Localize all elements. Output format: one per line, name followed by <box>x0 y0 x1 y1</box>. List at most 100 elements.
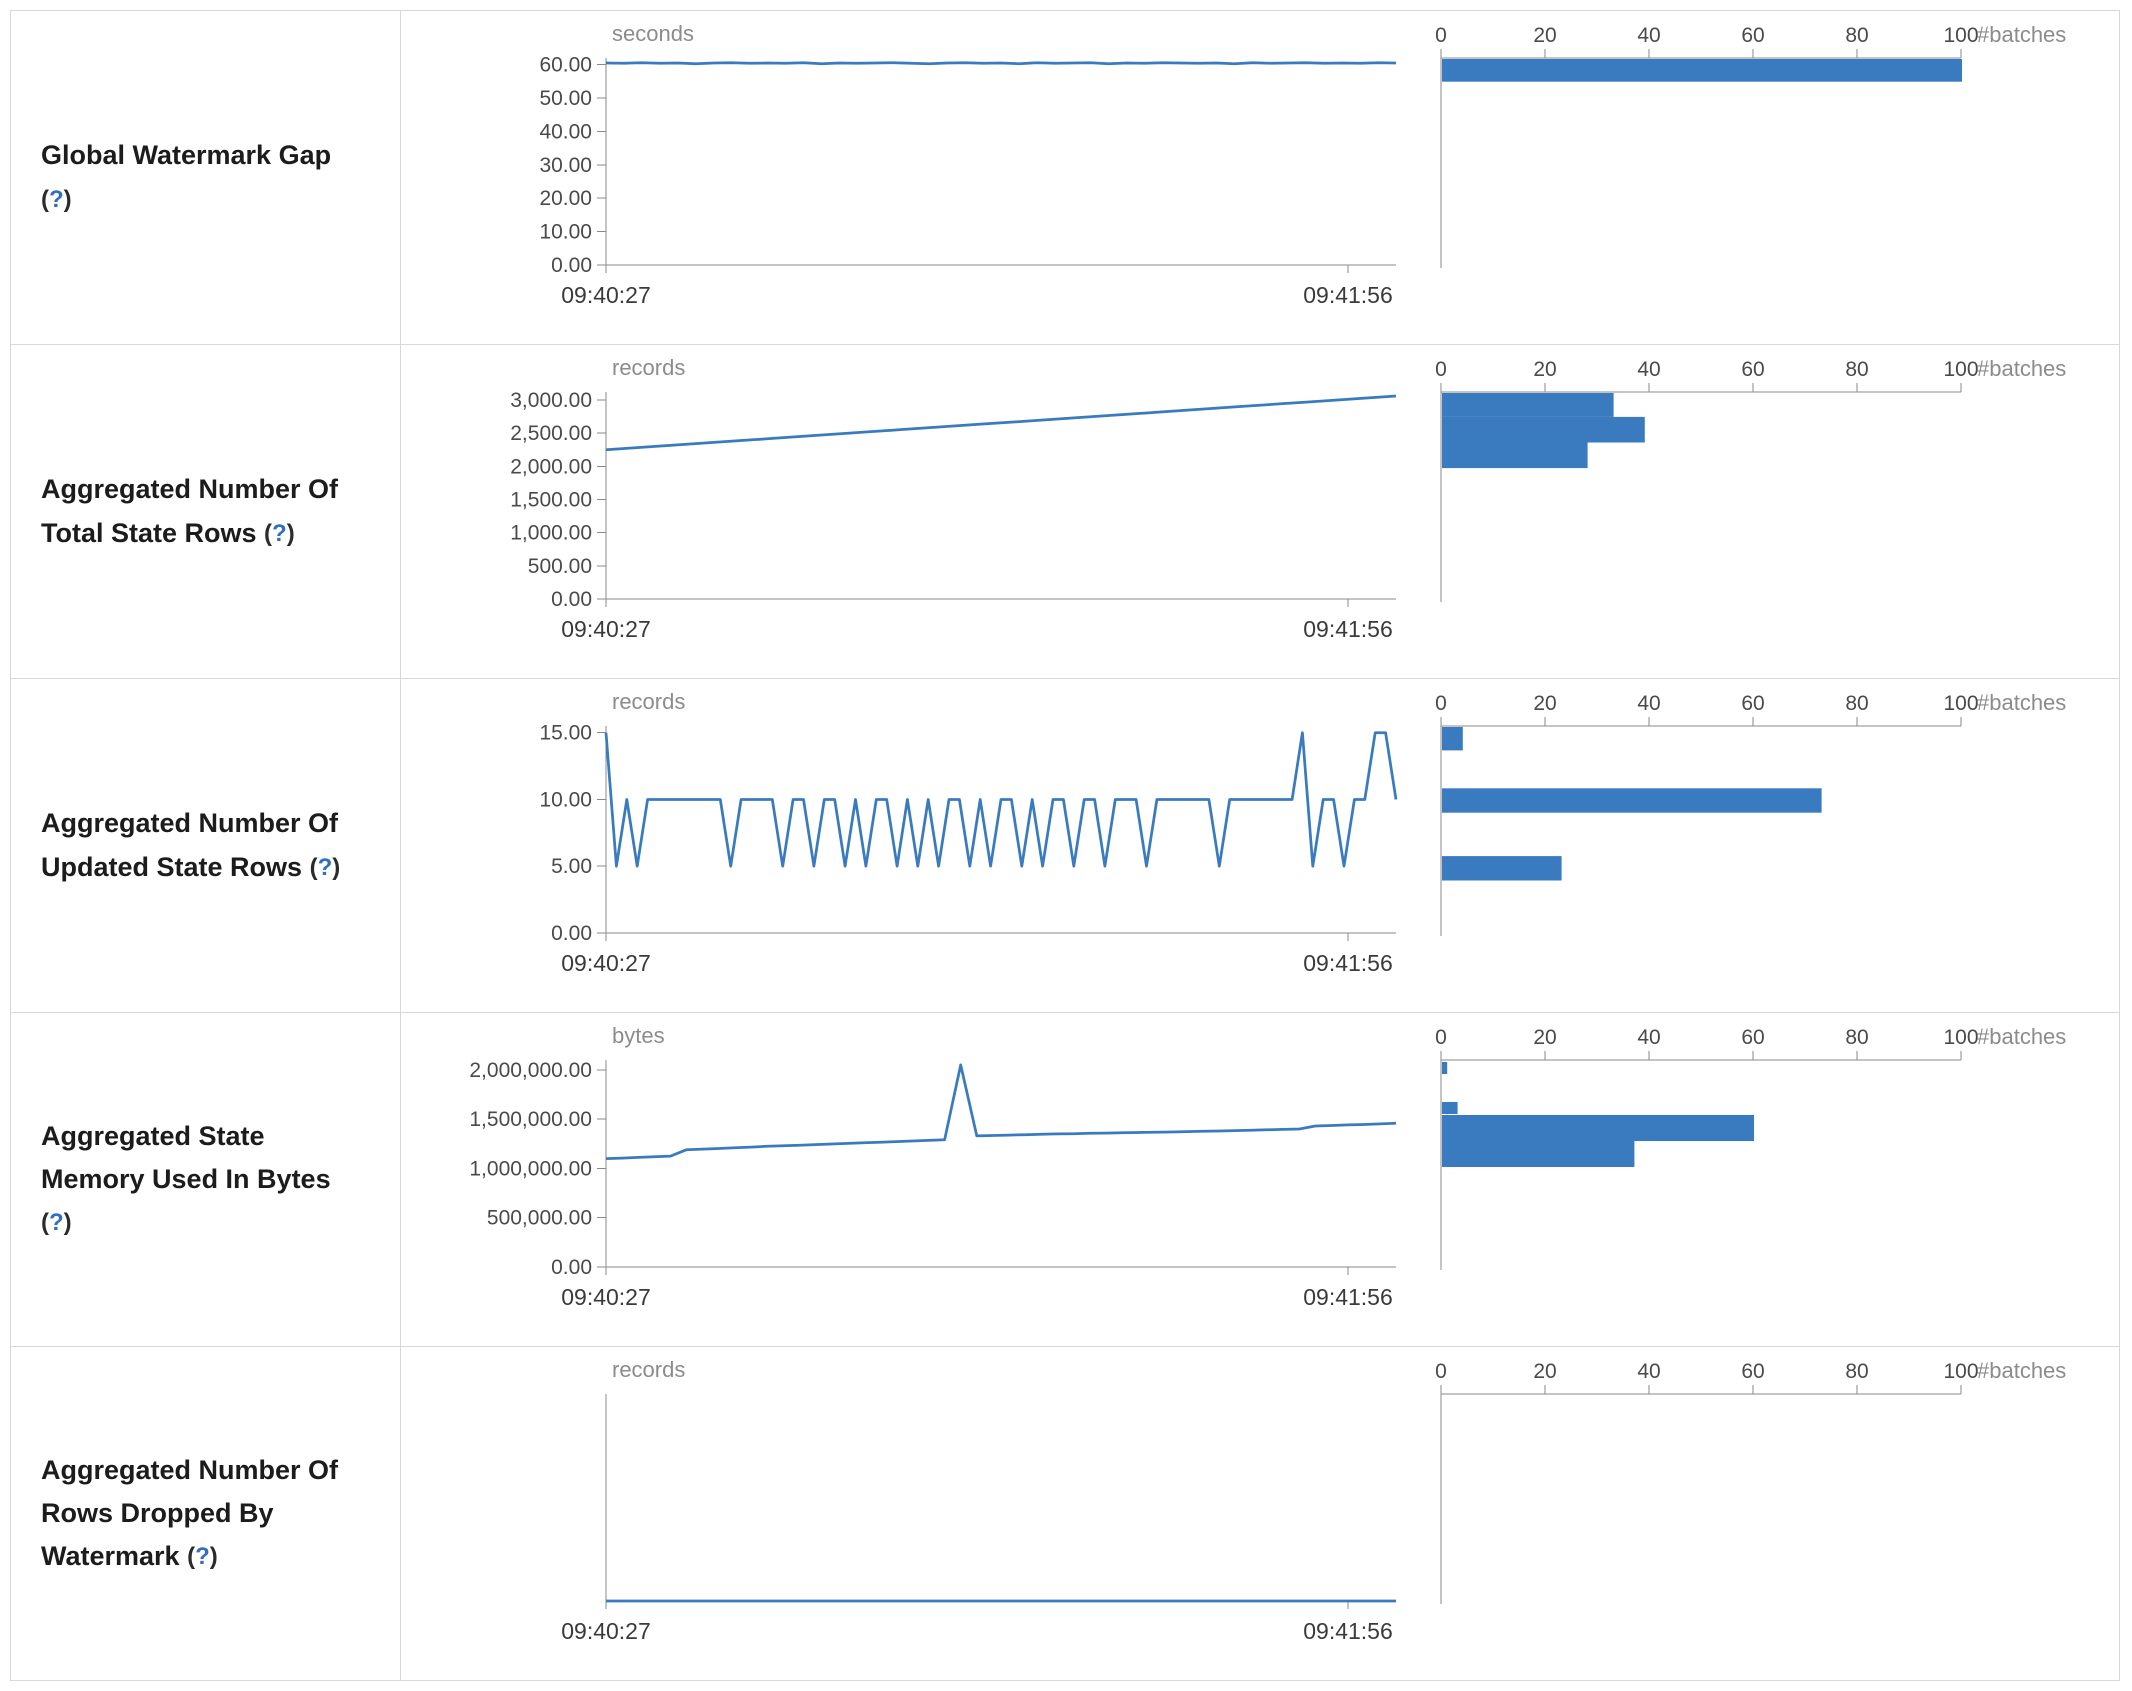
svg-text:0.00: 0.00 <box>551 588 592 611</box>
svg-text:40.00: 40.00 <box>539 120 592 143</box>
svg-text:10.00: 10.00 <box>539 788 592 811</box>
svg-text:1,500,000.00: 1,500,000.00 <box>469 1108 592 1131</box>
metric-name-text: Aggregated Number Of Total State Rows <box>41 474 339 548</box>
help-question-icon: ? <box>195 1543 210 1571</box>
svg-text:records: records <box>612 1357 685 1382</box>
help-question-icon: ? <box>49 1209 64 1237</box>
svg-text:20: 20 <box>1533 358 1556 381</box>
metric-name-text: Aggregated Number Of Rows Dropped By Wat… <box>41 1454 339 1572</box>
svg-text:20: 20 <box>1533 24 1556 47</box>
svg-text:60: 60 <box>1741 692 1764 715</box>
metric-row-rows-dropped-by-watermark: Aggregated Number Of Rows Dropped By Wat… <box>11 1347 2119 1680</box>
svg-text:1,000.00: 1,000.00 <box>510 521 592 544</box>
svg-text:09:41:56: 09:41:56 <box>1303 950 1393 976</box>
total-state-rows-timeline-chart: records 3,000.00 2,500.00 2,000.00 1,500.00 1… <box>510 355 1397 642</box>
svg-text:50.00: 50.00 <box>539 87 592 110</box>
metric-label-cell: Aggregated Number Of Total State Rows (?… <box>11 345 401 678</box>
metric-row-state-memory-used: Aggregated State Memory Used In Bytes (?… <box>11 1013 2119 1347</box>
charts-cell: records 15.00 10.00 5.00 0.00 09:40:27 09:41:5… <box>401 679 2119 1012</box>
help-paren-close: ) <box>286 519 295 547</box>
help-paren-close: ) <box>332 853 341 881</box>
svg-text:40: 40 <box>1637 24 1660 47</box>
svg-text:#batches: #batches <box>1977 22 2066 47</box>
svg-text:60: 60 <box>1741 1026 1764 1049</box>
help-question-icon: ? <box>49 185 64 213</box>
charts-cell: seconds 60.00 50.00 40.00 30.00 20.00 10.00 0.0… <box>401 11 2119 344</box>
svg-text:3,000.00: 3,000.00 <box>510 389 592 412</box>
help-paren-close: ) <box>63 1209 72 1237</box>
svg-text:40: 40 <box>1637 692 1660 715</box>
svg-text:09:41:56: 09:41:56 <box>1303 282 1393 308</box>
charts-cell: bytes 2,000,000.00 1,500,000.00 1,000,000.0… <box>401 1013 2119 1346</box>
svg-text:40: 40 <box>1637 1360 1660 1383</box>
rows-dropped-by-watermark-timeline-chart: records 09:40:27 09:41:56 <box>561 1357 1396 1644</box>
svg-text:40: 40 <box>1637 1026 1660 1049</box>
svg-text:09:40:27: 09:40:27 <box>561 282 651 308</box>
help-link[interactable]: (?) <box>310 854 341 881</box>
svg-text:0.00: 0.00 <box>551 1256 592 1279</box>
svg-text:10.00: 10.00 <box>539 220 592 243</box>
global-watermark-gap-histogram-chart: 0 20 40 60 80 100#batches <box>1435 22 2066 268</box>
svg-text:80: 80 <box>1845 1026 1868 1049</box>
svg-text:500,000.00: 500,000.00 <box>487 1206 592 1229</box>
svg-text:60: 60 <box>1741 24 1764 47</box>
metric-name-text: Aggregated State Memory Used In Bytes <box>41 1120 331 1194</box>
metric-name-text: Global Watermark Gap <box>41 140 332 171</box>
svg-text:09:40:27: 09:40:27 <box>561 616 651 642</box>
svg-text:80: 80 <box>1845 1360 1868 1383</box>
help-paren-close: ) <box>63 185 72 213</box>
metric-name: Aggregated Number Of Updated State Rows … <box>41 802 364 888</box>
metric-row-global-watermark-gap: Global Watermark Gap (?) seconds 60.00 50.… <box>11 11 2119 345</box>
charts-cell: records 09:40:27 09:41:56 0 20 40 60 80 100 #bat… <box>401 1347 2119 1680</box>
svg-text:0: 0 <box>1435 1360 1447 1383</box>
svg-text:09:40:27: 09:40:27 <box>561 950 651 976</box>
svg-text:2,000,000.00: 2,000,000.00 <box>469 1058 592 1081</box>
help-link[interactable]: (?) <box>187 1543 218 1570</box>
svg-text:09:40:27: 09:40:27 <box>561 1284 651 1310</box>
global-watermark-gap-timeline-chart: seconds 60.00 50.00 40.00 30.00 20.00 10.00 0.0… <box>539 21 1397 308</box>
svg-text:100: 100 <box>1943 692 1978 715</box>
svg-text:60.00: 60.00 <box>539 53 592 76</box>
metric-name: Aggregated State Memory Used In Bytes (?… <box>41 1115 364 1245</box>
svg-text:100: 100 <box>1943 1026 1978 1049</box>
svg-text:5.00: 5.00 <box>551 855 592 878</box>
metric-label-cell: Aggregated Number Of Rows Dropped By Wat… <box>11 1347 401 1680</box>
updated-state-rows-timeline-chart: records 15.00 10.00 5.00 0.00 09:40:27 09:41:5… <box>539 689 1398 976</box>
svg-text:records: records <box>612 355 685 380</box>
svg-text:40: 40 <box>1637 358 1660 381</box>
updated-state-rows-histogram-chart: 0 20 40 60 80 100#batches <box>1435 690 2066 936</box>
svg-text:bytes: bytes <box>612 1023 665 1048</box>
svg-text:20.00: 20.00 <box>539 187 592 210</box>
svg-text:20: 20 <box>1533 1026 1556 1049</box>
help-link[interactable]: (?) <box>264 520 295 547</box>
svg-text:#batches: #batches <box>1977 1024 2066 1049</box>
help-link[interactable]: (?) <box>41 1209 72 1236</box>
svg-text:0.00: 0.00 <box>551 922 592 945</box>
metric-name: Aggregated Number Of Total State Rows (?… <box>41 468 364 554</box>
svg-text:#batches: #batches <box>1977 356 2066 381</box>
svg-text:1,500.00: 1,500.00 <box>510 488 592 511</box>
help-paren-open: ( <box>41 1209 49 1237</box>
streaming-statistics-table: Global Watermark Gap (?) seconds 60.00 50.… <box>10 10 2120 1681</box>
svg-text:30.00: 30.00 <box>539 153 592 176</box>
svg-text:60: 60 <box>1741 358 1764 381</box>
svg-text:09:40:27: 09:40:27 <box>561 1618 651 1644</box>
svg-text:#batches: #batches <box>1977 1358 2066 1383</box>
svg-text:100: 100 <box>1943 1360 1978 1383</box>
metric-row-updated-state-rows: Aggregated Number Of Updated State Rows … <box>11 679 2119 1013</box>
svg-text:2,500.00: 2,500.00 <box>510 422 592 445</box>
svg-text:09:41:56: 09:41:56 <box>1303 1284 1393 1310</box>
rows-dropped-by-watermark-histogram-chart: 0 20 40 60 80 100#batches <box>1435 1358 2066 1604</box>
svg-text:500.00: 500.00 <box>528 554 592 577</box>
svg-text:2,000.00: 2,000.00 <box>510 455 592 478</box>
state-memory-used-histogram-chart: 0 20 40 60 80 100#batches <box>1435 1024 2066 1270</box>
svg-text:0.00: 0.00 <box>551 254 592 277</box>
svg-text:0: 0 <box>1435 1026 1447 1049</box>
svg-text:100: 100 <box>1943 358 1978 381</box>
svg-text:80: 80 <box>1845 358 1868 381</box>
svg-text:1,000,000.00: 1,000,000.00 <box>469 1157 592 1180</box>
help-link[interactable]: (?) <box>41 186 72 213</box>
metric-name: Aggregated Number Of Rows Dropped By Wat… <box>41 1449 364 1579</box>
svg-text:100: 100 <box>1943 24 1978 47</box>
svg-text:80: 80 <box>1845 692 1868 715</box>
